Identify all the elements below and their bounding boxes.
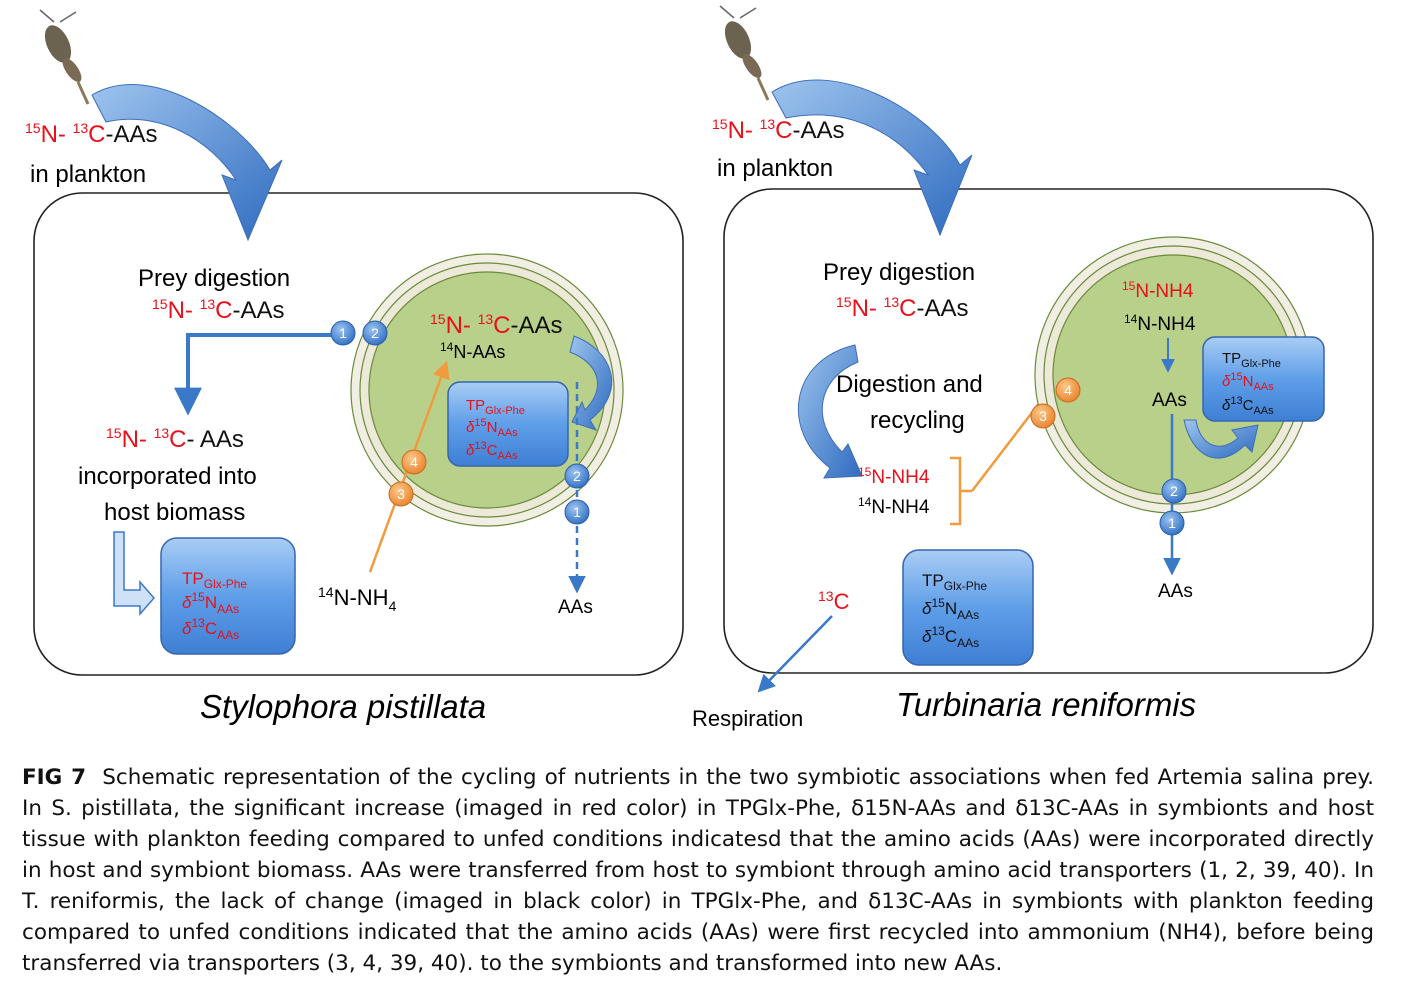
svg-text:4: 4: [410, 454, 418, 470]
transporter-4: 4: [401, 449, 427, 475]
species-name-left: Stylophora pistillata: [200, 688, 486, 725]
symbiont-cell-right: [1034, 236, 1312, 514]
figure-label: FIG 7: [22, 765, 87, 790]
svg-text:4: 4: [1064, 382, 1072, 398]
svg-text:3: 3: [1039, 408, 1047, 424]
prey-digestion-label-right: Prey digestion: [823, 259, 975, 286]
sym-aas-label: AAs: [1152, 390, 1187, 411]
c13-label: 13C: [818, 588, 850, 614]
incorporated-line1: incorporated into: [78, 463, 257, 490]
host-biomass-box-right: [902, 549, 1034, 666]
transporter-4-right: 4: [1055, 377, 1081, 403]
aas-to-biomass-arrow: [1183, 419, 1259, 459]
respiration-arrow: [757, 615, 833, 693]
symbiont-biomass-box: [447, 381, 569, 467]
plankton-label-iso: 15N- 13C-AAs: [25, 120, 158, 148]
transporter-2-exit: 2: [564, 463, 590, 489]
plankton-label-line2-right: in plankton: [717, 155, 833, 182]
aas-out-label: AAs: [558, 597, 593, 618]
svg-text:1: 1: [1168, 515, 1176, 531]
nutrient-cycling-diagram: 15N- 13C-AAs in plankton Prey digestion …: [25, 5, 1374, 731]
recycling-line1: Digestion and: [836, 371, 983, 398]
prey-digestion-iso-right: 15N- 13C-AAs: [836, 294, 969, 322]
host-cell-outline: [33, 192, 684, 676]
species-name-right: Turbinaria reniformis: [896, 686, 1196, 723]
figure-caption-text: Schematic representation of the cycling …: [22, 765, 1375, 976]
biomass-arrow: [113, 531, 155, 616]
sym-nh4-14: 14N-NH4: [1124, 312, 1196, 335]
host-incorporation-arrow: [174, 333, 338, 416]
nh4-bracket: [950, 456, 972, 526]
nh4-14-label: 14N-NH4: [858, 495, 930, 518]
host-cell-outline-right: [723, 188, 1374, 674]
left-panel: 15N- 13C-AAs in plankton Prey digestion …: [25, 9, 684, 725]
svg-text:2: 2: [371, 325, 379, 341]
host-box-d15n-right: δ15NAAs: [922, 596, 979, 622]
recycling-line2: recycling: [870, 407, 965, 434]
recycling-arrow: [797, 344, 863, 479]
incorporated-iso: 15N- 13C- AAs: [106, 425, 244, 453]
prey-digestion-label: Prey digestion: [138, 265, 290, 292]
respiration-label: Respiration: [692, 706, 803, 731]
svg-text:1: 1: [339, 325, 347, 341]
svg-text:2: 2: [1170, 483, 1178, 499]
transporter-3-right: 3: [1030, 403, 1056, 429]
aas-out-label-right: AAs: [1158, 581, 1193, 602]
svg-text:3: 3: [397, 486, 405, 502]
plankton-organism-icon: [39, 9, 90, 105]
transporter-1-right: 1: [1159, 510, 1185, 536]
nh4-label: 14N-NH4: [318, 584, 397, 614]
right-panel: 15N- 13C-AAs in plankton Prey digestion …: [692, 5, 1374, 731]
plankton-label-iso-right: 15N- 13C-AAs: [712, 116, 845, 144]
transporter-2: 2: [362, 320, 388, 346]
transporter-2-right: 2: [1161, 478, 1187, 504]
svg-text:1: 1: [573, 504, 581, 520]
symbiont-14n: 14N-AAs: [440, 340, 505, 362]
symbiont-iso: 15N- 13C-AAs: [430, 311, 563, 339]
symbiont-biomass-box-right: [1202, 336, 1325, 422]
svg-text:2: 2: [573, 468, 581, 484]
figure-caption: FIG 7 Schematic representation of the cy…: [22, 762, 1374, 979]
transporter-1: 1: [330, 320, 356, 346]
ingestion-arrow: [91, 84, 283, 242]
transporter-1-exit: 1: [564, 499, 590, 525]
transporter-3: 3: [388, 481, 414, 507]
plankton-organism-icon-right: [719, 5, 770, 101]
plankton-label-line2: in plankton: [30, 161, 146, 188]
ingestion-arrow-right: [771, 79, 973, 237]
prey-digestion-iso: 15N- 13C-AAs: [152, 296, 285, 324]
incorporated-line2: host biomass: [104, 499, 245, 526]
symbiont-cycle-arrow: [569, 335, 613, 431]
sym-nh4-15: 15N-NH4: [1122, 279, 1194, 302]
nh4-15-label: 15N-NH4: [858, 465, 930, 488]
host-biomass-box: [160, 537, 296, 655]
